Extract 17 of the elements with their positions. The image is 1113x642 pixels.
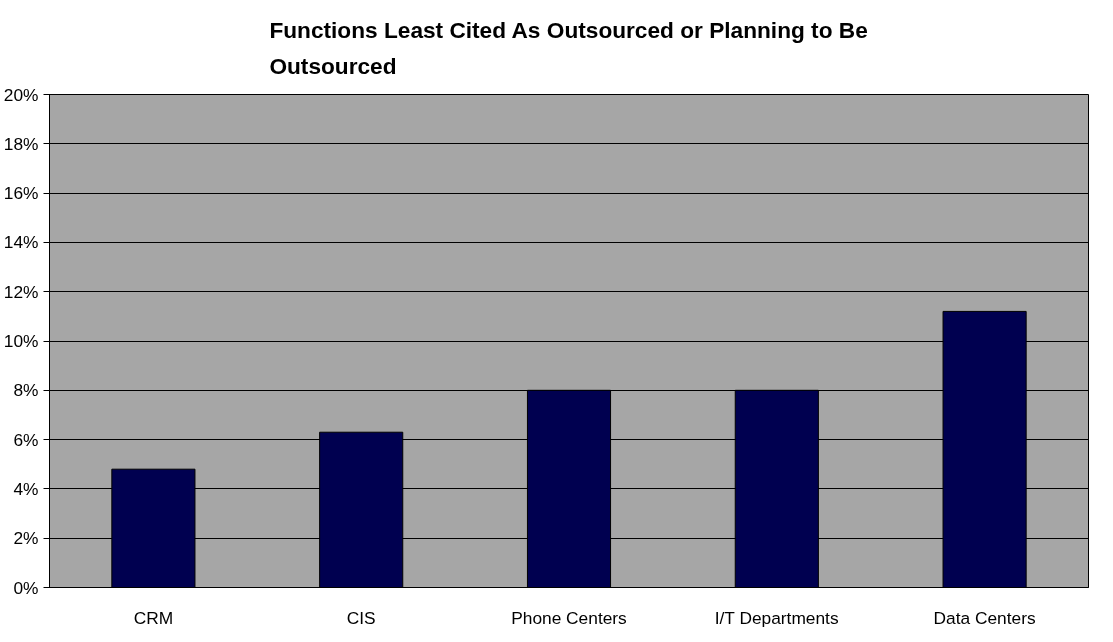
chart-title: Functions Least Cited As Outsourced or Planning to Be Outsourced (269, 17, 868, 80)
x-tick-label: CRM (133, 607, 174, 628)
y-tick-label: 20% (3, 84, 39, 105)
x-tick-label: Phone Centers (511, 607, 628, 628)
y-tick-label: 18% (3, 133, 39, 154)
y-tick-label: 10% (3, 331, 39, 351)
y-tick-label: 4% (13, 478, 39, 499)
y-tick-label: 12% (3, 281, 39, 302)
y-tick-label: 0% (13, 577, 39, 598)
y-tick-label: 8% (13, 380, 39, 401)
y-tick-label: 16% (3, 183, 39, 204)
y-tick-label: 6% (13, 429, 39, 450)
x-tick-label: Data Centers (933, 607, 1036, 628)
x-tick-label: CIS (346, 607, 376, 628)
x-tick-label: I/T Departments (714, 607, 839, 628)
y-tick-label: 14% (3, 232, 39, 253)
y-tick-label: 2% (13, 528, 39, 549)
